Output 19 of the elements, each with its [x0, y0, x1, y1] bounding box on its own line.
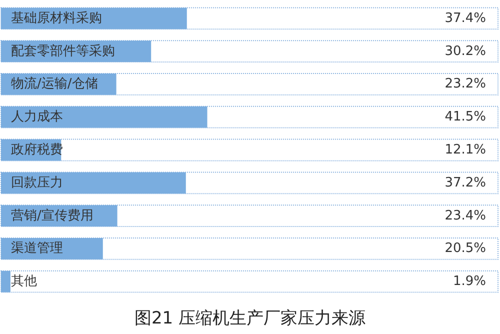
- y-tick-label: 配套零部件等采购: [11, 44, 115, 59]
- data-label: 41.5%: [444, 110, 486, 125]
- y-tick-label: 基础原材料采购: [11, 10, 102, 26]
- y-tick-label: 物流/运输/仓储: [11, 76, 98, 92]
- data-label: 37.4%: [444, 10, 486, 26]
- data-label: 37.2%: [444, 175, 486, 190]
- data-label: 12.1%: [444, 142, 486, 158]
- bar: [1, 270, 10, 292]
- data-label: 23.4%: [444, 208, 486, 224]
- data-label: 30.2%: [444, 44, 486, 59]
- text: 图21 压缩机生产厂家压力来源: [134, 308, 366, 328]
- data-label: 1.9%: [452, 274, 486, 290]
- y-tick-label: 营销/宣传费用: [11, 207, 94, 224]
- data-label: 20.5%: [444, 241, 486, 256]
- y-tick-label: 人力成本: [11, 110, 63, 125]
- y-tick-label: 回款压力: [11, 175, 63, 190]
- data-label: 23.2%: [444, 76, 486, 92]
- y-tick-label: 渠道管理: [11, 241, 63, 256]
- y-tick-label: 其他: [11, 274, 37, 290]
